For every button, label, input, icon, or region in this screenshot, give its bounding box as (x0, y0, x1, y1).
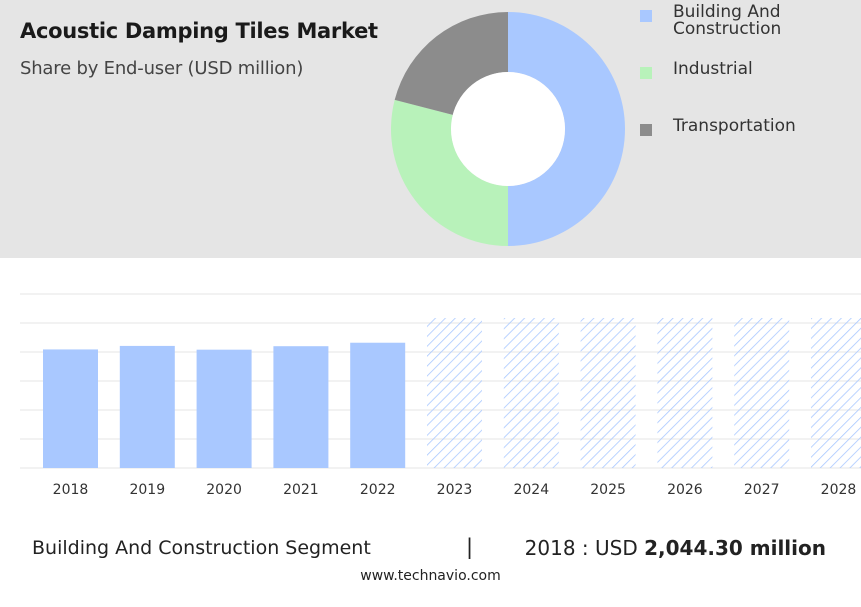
forecast-bar-2023 (427, 318, 482, 468)
x-tick-label-2019: 2019 (129, 482, 165, 498)
footer-website: www.technavio.com (360, 568, 501, 584)
legend-swatch (640, 67, 652, 79)
forecast-bar-2028 (811, 318, 861, 468)
x-tick-label-2021: 2021 (283, 482, 319, 498)
legend-label: Industrial (673, 59, 753, 79)
legend-swatch (640, 124, 652, 136)
legend-item-industrial: Industrial (640, 61, 813, 79)
footer-separator: | (466, 535, 474, 559)
x-tick-label-2018: 2018 (53, 482, 89, 498)
legend-item-transportation: Transportation (640, 118, 813, 136)
bar-2019 (119, 345, 175, 468)
legend-label: Transportation (673, 116, 796, 136)
donut-slice-industrial (391, 99, 508, 246)
legend-swatch (640, 10, 652, 22)
x-tick-label-2024: 2024 (513, 482, 549, 498)
legend-label: Building And Construction (673, 2, 782, 39)
forecast-bar-2024 (503, 318, 559, 468)
donut-slice-building-and-construction (508, 12, 625, 246)
forecast-bar-2027 (734, 318, 790, 468)
bar-2021 (273, 346, 329, 468)
bar-2020 (196, 349, 252, 468)
chart-subtitle: Share by End-user (USD million) (20, 58, 304, 79)
bar-2018 (43, 349, 98, 468)
legend-item-building-and-construction: Building And Construction (640, 4, 813, 38)
footer-value-prefix: 2018 : USD (524, 536, 638, 560)
x-tick-label-2022: 2022 (360, 482, 396, 498)
donut-slice-transportation (394, 12, 508, 115)
bar-chart: 2018 2019 2020 2021 2022 2023 2024 2025 2026 2027… (20, 293, 861, 498)
donut-chart (391, 12, 625, 246)
x-tick-label-2026: 2026 (667, 482, 703, 498)
x-tick-label-2027: 2027 (744, 482, 780, 498)
footer-segment-label: Building And Construction Segment (32, 537, 371, 559)
x-tick-label-2028: 2028 (821, 482, 857, 498)
bar-2022 (350, 342, 406, 468)
footer-value-amount: 2,044.30 million (644, 536, 826, 560)
chart-title: Acoustic Damping Tiles Market (20, 19, 378, 43)
forecast-bar-2025 (580, 318, 636, 468)
footer-value: 2018 : USD 2,044.30 million (525, 536, 826, 560)
x-tick-label-2023: 2023 (437, 482, 473, 498)
x-tick-label-2020: 2020 (206, 482, 242, 498)
forecast-bar-2026 (657, 318, 713, 468)
x-tick-label-2025: 2025 (590, 482, 626, 498)
